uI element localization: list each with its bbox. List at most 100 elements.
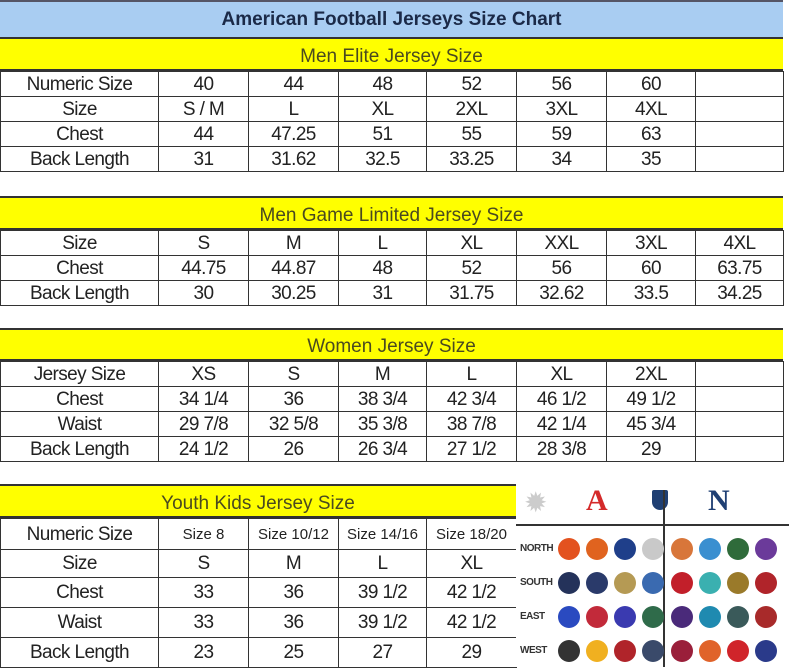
table-cell: 33 bbox=[158, 607, 249, 638]
table-cell: 29 bbox=[606, 436, 696, 462]
table-cell: 48 bbox=[338, 71, 427, 97]
table-cell: 29 7/8 bbox=[158, 411, 249, 437]
table-row: Chest 44 47.25 51 55 59 63 bbox=[0, 121, 784, 147]
table-cell: 34.25 bbox=[695, 280, 784, 306]
section-heading: Women Jersey Size bbox=[0, 328, 783, 361]
table-cell: 2XL bbox=[606, 361, 696, 387]
table-cell: 3XL bbox=[606, 230, 696, 256]
nfc-team-logo-icon bbox=[699, 572, 721, 594]
table-cell: L bbox=[248, 96, 339, 122]
table-cell: L bbox=[338, 230, 427, 256]
table-cell: 42 3/4 bbox=[426, 386, 517, 412]
divider bbox=[516, 524, 789, 526]
size-table: Size S M L XL XXL 3XL 4XL Chest 44.75 44.87 48 52 56 6… bbox=[0, 230, 784, 306]
table-cell: Size 18/20 bbox=[426, 518, 517, 550]
table-cell: S bbox=[248, 361, 339, 387]
afc-team-logo-icon bbox=[614, 606, 636, 628]
table-cell: 45 3/4 bbox=[606, 411, 696, 437]
afc-team-logo-icon bbox=[586, 640, 608, 662]
table-cell: S bbox=[158, 549, 249, 578]
nfc-team-logo-icon bbox=[699, 538, 721, 560]
afc-team-logo-icon bbox=[614, 538, 636, 560]
table-cell: 30.25 bbox=[248, 280, 339, 306]
table-row: Chest 34 1/4 36 38 3/4 42 3/4 46 1/2 49 1/2 bbox=[0, 386, 784, 412]
table-cell: 42 1/2 bbox=[426, 607, 517, 638]
division-label: WEST bbox=[520, 645, 547, 656]
table-cell: 35 bbox=[606, 146, 696, 172]
table-cell: XL bbox=[426, 230, 517, 256]
row-label: Back Length bbox=[0, 280, 159, 306]
afc-team-logo-icon bbox=[614, 640, 636, 662]
row-label: Size bbox=[0, 549, 159, 578]
row-label: Chest bbox=[0, 386, 159, 412]
table-cell bbox=[695, 121, 784, 147]
table-cell: 46 1/2 bbox=[516, 386, 607, 412]
afc-team-logo-icon bbox=[558, 640, 580, 662]
table-cell: 44 bbox=[158, 121, 249, 147]
size-table: Numeric Size Size 8 Size 10/12 Size 14/16 Si… bbox=[0, 518, 517, 668]
table-cell: 63.75 bbox=[695, 255, 784, 281]
row-label: Numeric Size bbox=[0, 71, 159, 97]
row-label: Size bbox=[0, 230, 159, 256]
afc-team-logo-icon bbox=[642, 538, 664, 560]
table-cell: 28 3/8 bbox=[516, 436, 607, 462]
table-row: Back Length 24 1/2 26 26 3/4 27 1/2 28 3/8 29 bbox=[0, 436, 784, 462]
nfc-team-logo-icon bbox=[755, 572, 777, 594]
afc-team-logo-icon bbox=[558, 606, 580, 628]
table-cell: L bbox=[338, 549, 427, 578]
table-cell: 52 bbox=[426, 255, 517, 281]
table-cell: 31 bbox=[338, 280, 427, 306]
table-cell: Size 8 bbox=[158, 518, 249, 550]
nfc-team-logo-icon bbox=[727, 640, 749, 662]
afc-logo-icon: A bbox=[586, 484, 608, 517]
table-cell: 39 1/2 bbox=[338, 577, 427, 608]
table-cell: 23 bbox=[158, 637, 249, 668]
table-row: Waist 29 7/8 32 5/8 35 3/8 38 7/8 42 1/4 45 3/… bbox=[0, 411, 784, 437]
table-cell: 38 7/8 bbox=[426, 411, 517, 437]
row-label: Chest bbox=[0, 577, 159, 608]
table-cell: 4XL bbox=[695, 230, 784, 256]
table-cell bbox=[695, 386, 784, 412]
table-cell: 34 1/4 bbox=[158, 386, 249, 412]
table-cell: M bbox=[248, 549, 339, 578]
table-cell: M bbox=[338, 361, 427, 387]
afc-team-logo-icon bbox=[586, 538, 608, 560]
table-cell bbox=[695, 411, 784, 437]
table-cell: 44 bbox=[248, 71, 339, 97]
afc-team-logo-icon bbox=[586, 572, 608, 594]
table-cell: 32.5 bbox=[338, 146, 427, 172]
table-cell: 4XL bbox=[606, 96, 696, 122]
table-cell: 36 bbox=[248, 386, 339, 412]
table-cell: 38 3/4 bbox=[338, 386, 427, 412]
afc-team-logo-icon bbox=[642, 572, 664, 594]
table-cell: XXL bbox=[516, 230, 607, 256]
table-cell: 51 bbox=[338, 121, 427, 147]
size-table: Numeric Size 40 44 48 52 56 60 Size S / M L XL 2XL 3… bbox=[0, 71, 784, 172]
table-cell: 40 bbox=[158, 71, 249, 97]
table-cell: 24 1/2 bbox=[158, 436, 249, 462]
table-cell: 31.62 bbox=[248, 146, 339, 172]
table-cell: 35 3/8 bbox=[338, 411, 427, 437]
table-cell: 63 bbox=[606, 121, 696, 147]
nfc-team-logo-icon bbox=[699, 640, 721, 662]
table-cell: 27 bbox=[338, 637, 427, 668]
chart-title: American Football Jerseys Size Chart bbox=[0, 0, 783, 39]
afc-team-logo-icon bbox=[558, 538, 580, 560]
table-cell: 3XL bbox=[516, 96, 607, 122]
table-row: Size S M L XL XXL 3XL 4XL bbox=[0, 230, 784, 256]
row-label: Back Length bbox=[0, 146, 159, 172]
table-cell: 44.87 bbox=[248, 255, 339, 281]
row-label: Back Length bbox=[0, 436, 159, 462]
afc-team-logo-icon bbox=[558, 572, 580, 594]
star-burst-icon: ✹ bbox=[524, 487, 548, 518]
table-row: Waist 33 36 39 1/2 42 1/2 bbox=[0, 607, 517, 638]
row-label: Chest bbox=[0, 255, 159, 281]
nfc-team-logo-icon bbox=[727, 572, 749, 594]
afc-team-logo-icon bbox=[614, 572, 636, 594]
table-cell: 52 bbox=[426, 71, 517, 97]
division-label: EAST bbox=[520, 611, 545, 622]
table-cell: 55 bbox=[426, 121, 517, 147]
nfc-team-logo-icon bbox=[671, 606, 693, 628]
row-label: Size bbox=[0, 96, 159, 122]
table-cell bbox=[695, 361, 784, 387]
